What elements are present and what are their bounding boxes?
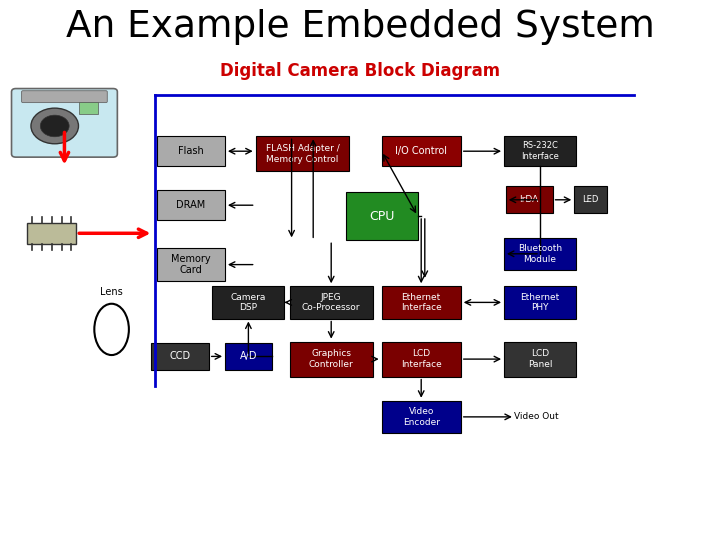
- FancyBboxPatch shape: [27, 223, 76, 244]
- FancyBboxPatch shape: [504, 342, 576, 377]
- FancyBboxPatch shape: [289, 342, 373, 377]
- Text: Lens: Lens: [100, 287, 123, 296]
- FancyBboxPatch shape: [504, 136, 576, 166]
- FancyBboxPatch shape: [79, 103, 99, 113]
- Text: LCD
Panel: LCD Panel: [528, 349, 552, 369]
- FancyBboxPatch shape: [382, 286, 461, 319]
- Text: Digital Camera Block Diagram: Digital Camera Block Diagram: [220, 62, 500, 80]
- FancyBboxPatch shape: [157, 136, 225, 166]
- Text: I/O Control: I/O Control: [395, 146, 447, 156]
- Text: LED: LED: [582, 195, 598, 204]
- FancyBboxPatch shape: [289, 286, 373, 319]
- FancyBboxPatch shape: [151, 343, 209, 370]
- FancyBboxPatch shape: [575, 186, 606, 213]
- Ellipse shape: [94, 303, 129, 355]
- Text: Video Out: Video Out: [514, 413, 559, 421]
- FancyBboxPatch shape: [505, 186, 553, 213]
- FancyBboxPatch shape: [256, 136, 349, 172]
- Text: IrDA: IrDA: [520, 195, 539, 204]
- Text: CCD: CCD: [169, 352, 191, 361]
- Text: Video
Encoder: Video Encoder: [402, 407, 440, 427]
- Text: Bluetooth
Module: Bluetooth Module: [518, 244, 562, 264]
- FancyBboxPatch shape: [212, 286, 284, 319]
- Text: An Example Embedded System: An Example Embedded System: [66, 9, 654, 45]
- FancyBboxPatch shape: [157, 248, 225, 281]
- Text: LCD
Interface: LCD Interface: [401, 349, 441, 369]
- FancyBboxPatch shape: [382, 342, 461, 377]
- Text: Flash: Flash: [178, 146, 204, 156]
- FancyBboxPatch shape: [225, 343, 272, 370]
- Text: CPU: CPU: [369, 210, 395, 222]
- FancyBboxPatch shape: [22, 91, 107, 103]
- FancyBboxPatch shape: [504, 238, 576, 270]
- Text: DRAM: DRAM: [176, 200, 205, 210]
- Text: Memory
Card: Memory Card: [171, 254, 211, 275]
- FancyBboxPatch shape: [12, 89, 117, 157]
- Text: Ethernet
Interface: Ethernet Interface: [401, 293, 441, 312]
- Text: FLASH Adapter /
Memory Control: FLASH Adapter / Memory Control: [266, 144, 339, 164]
- FancyBboxPatch shape: [382, 401, 461, 433]
- Text: Graphics
Controller: Graphics Controller: [309, 349, 354, 369]
- FancyBboxPatch shape: [504, 286, 576, 319]
- FancyBboxPatch shape: [382, 136, 461, 166]
- Circle shape: [31, 108, 78, 144]
- Text: Ethernet
PHY: Ethernet PHY: [521, 293, 559, 312]
- Circle shape: [40, 115, 69, 137]
- Text: JPEG
Co-Processor: JPEG Co-Processor: [302, 293, 361, 312]
- Text: Camera
DSP: Camera DSP: [230, 293, 266, 312]
- FancyBboxPatch shape: [157, 190, 225, 220]
- Text: RS-232C
Interface: RS-232C Interface: [521, 141, 559, 161]
- Text: A/D: A/D: [240, 352, 257, 361]
- FancyBboxPatch shape: [346, 192, 418, 240]
